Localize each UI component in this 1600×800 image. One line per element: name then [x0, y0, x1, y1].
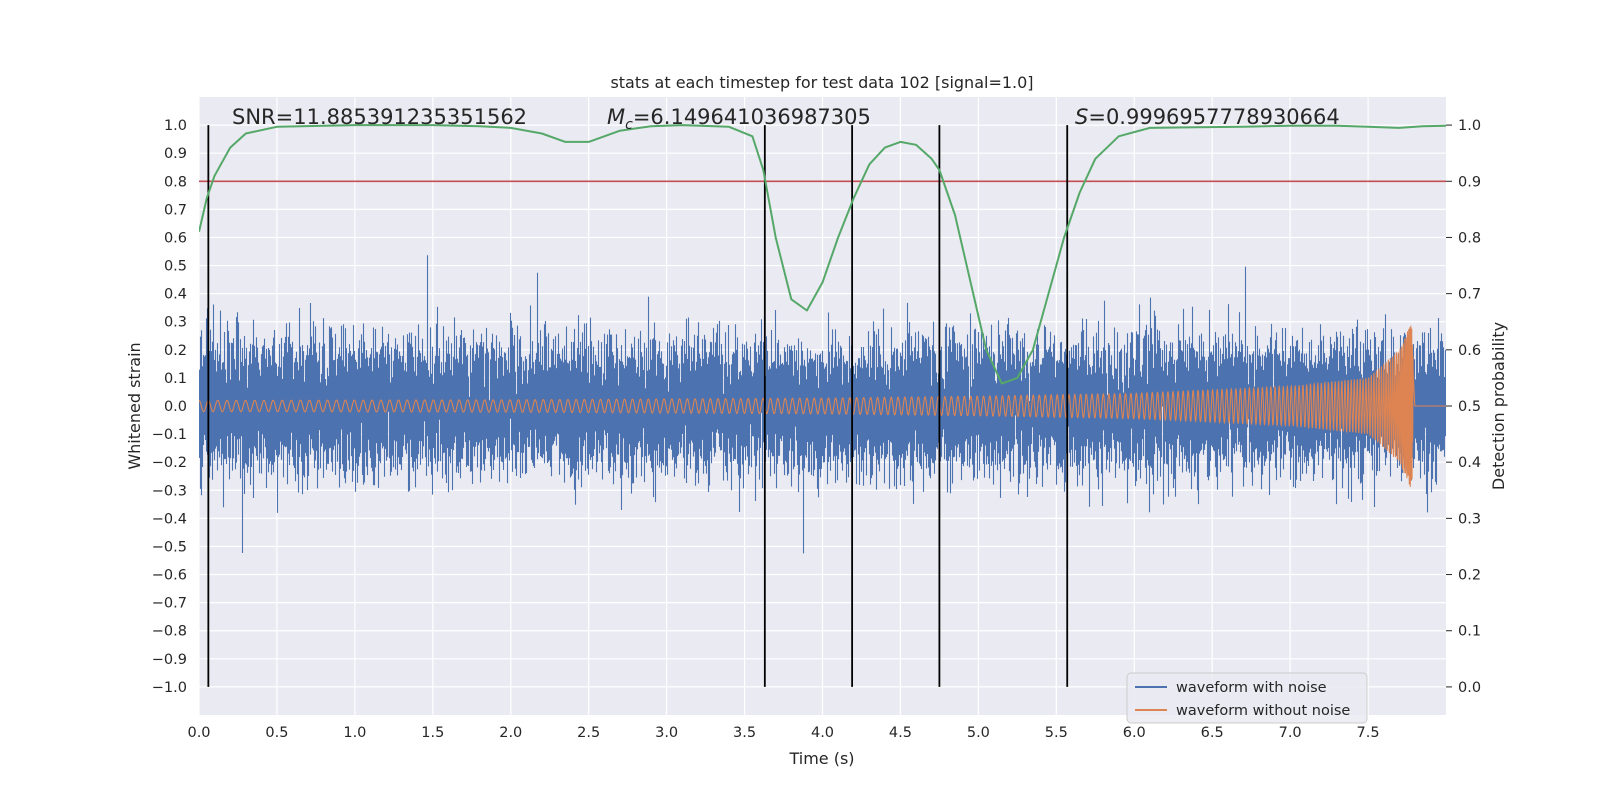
y-tick-label: 1.0	[164, 118, 187, 134]
y-tick-label: −1.0	[152, 680, 187, 696]
y-right-tick-label: 0.8	[1458, 230, 1481, 246]
legend-box	[1126, 672, 1368, 724]
x-tick-label: 2.5	[577, 725, 600, 741]
y-tick-label: 0.6	[164, 230, 187, 246]
clean-trace	[199, 325, 1446, 487]
y-tick-label: 0.4	[164, 287, 187, 303]
x-tick-label: 0.0	[187, 725, 210, 741]
y-right-tick-label: 0.1	[1458, 624, 1481, 640]
y-right-tick-label: 1.0	[1458, 118, 1481, 134]
y-tick-label: −0.6	[152, 568, 187, 584]
mc-symbol: M	[607, 105, 625, 129]
y-tick-label: −0.1	[152, 427, 187, 443]
y-axis-ticks: 1.0 0.9 0.8 0.7 0.6 0.5 0.4 0.3 0.2 0.1 0.0 −0.1 −0.…	[152, 118, 187, 696]
y-tick-label: −0.4	[152, 511, 187, 527]
series-waveform-without-noise	[199, 325, 1446, 487]
y-right-tick-label: 0.9	[1458, 174, 1481, 190]
x-tick-label: 4.0	[811, 725, 834, 741]
mc-subscript: c	[625, 117, 633, 133]
s-symbol: S	[1075, 105, 1088, 129]
y-right-tick-label: 0.0	[1458, 680, 1481, 696]
y-tick-label: 0.1	[164, 371, 187, 387]
y-axis-right-ticks: 1.0 0.9 0.8 0.7 0.6 0.5 0.4 0.3 0.2 0.1 0.0	[1446, 118, 1481, 696]
y-axis-label: Whitened strain	[125, 342, 144, 469]
x-tick-label: 3.5	[733, 725, 756, 741]
x-tick-label: 1.5	[421, 725, 444, 741]
legend-label-clean: waveform without noise	[1176, 703, 1350, 719]
s-value: =0.9996957778930664	[1088, 105, 1339, 129]
probability-trace	[199, 124, 1446, 385]
x-tick-label: 6.0	[1123, 725, 1146, 741]
y-tick-label: 0.9	[164, 146, 187, 162]
x-tick-label: 7.5	[1357, 725, 1380, 741]
y-right-tick-label: 0.2	[1458, 568, 1481, 584]
y-axis-right-label: Detection probability	[1489, 322, 1508, 490]
y-tick-label: −0.5	[152, 539, 187, 555]
x-tick-label: 7.0	[1279, 725, 1302, 741]
y-tick-label: −0.2	[152, 455, 187, 471]
y-tick-label: 0.3	[164, 315, 187, 331]
x-axis-label: Time (s)	[788, 749, 854, 768]
snr-annotation: SNR=11.885391235351562	[232, 105, 527, 129]
x-axis-ticks: 0.0 0.5 1.0 1.5 2.0 2.5 3.0 3.5 4.0 4.5 5.0 5.5 6.0 6…	[187, 725, 1379, 741]
y-tick-label: 0.2	[164, 343, 187, 359]
x-tick-label: 4.5	[889, 725, 912, 741]
vertical-markers	[207, 125, 1069, 687]
mc-value: =6.149641036987305	[633, 105, 871, 129]
y-tick-label: −0.3	[152, 483, 187, 499]
score-annotation: S=0.9996957778930664	[1075, 105, 1340, 129]
y-tick-label: 0.5	[164, 259, 187, 275]
y-right-tick-label: 0.5	[1458, 399, 1481, 415]
y-tick-label: −0.9	[152, 652, 187, 668]
chirp-mass-annotation: Mc=6.149641036987305	[607, 105, 871, 133]
legend: waveform with noise waveform without noi…	[1126, 672, 1368, 724]
y-right-tick-label: 0.6	[1458, 343, 1481, 359]
x-tick-label: 5.0	[967, 725, 990, 741]
y-tick-label: 0.8	[164, 174, 187, 190]
legend-label-noise: waveform with noise	[1176, 680, 1327, 696]
x-tick-label: 1.0	[343, 725, 366, 741]
y-tick-label: −0.8	[152, 624, 187, 640]
chart-title: stats at each timestep for test data 102…	[610, 73, 1033, 92]
x-tick-label: 3.0	[655, 725, 678, 741]
y-tick-label: −0.7	[152, 596, 187, 612]
y-right-tick-label: 0.3	[1458, 511, 1481, 527]
y-right-tick-label: 0.4	[1458, 455, 1481, 471]
y-tick-label: 0.0	[164, 399, 187, 415]
x-tick-label: 5.5	[1045, 725, 1068, 741]
x-tick-label: 6.5	[1201, 725, 1224, 741]
x-tick-label: 2.0	[499, 725, 522, 741]
y-tick-label: 0.7	[164, 202, 187, 218]
series-detection-probability	[199, 124, 1446, 385]
y-right-tick-label: 0.7	[1458, 287, 1481, 303]
x-tick-label: 0.5	[265, 725, 288, 741]
